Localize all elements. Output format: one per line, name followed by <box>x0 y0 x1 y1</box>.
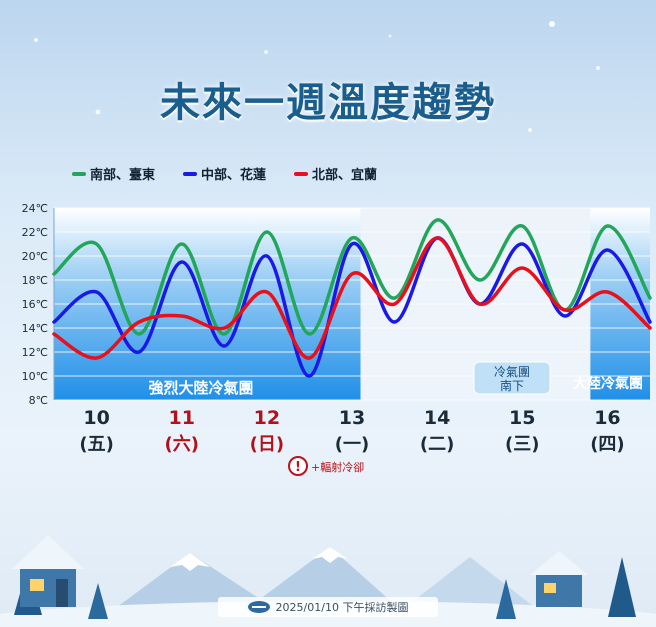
cold-surge-box <box>473 361 551 395</box>
house-icon <box>12 535 588 607</box>
x-tick-date-6: 16 <box>594 407 620 429</box>
x-tick-date-5: 15 <box>509 407 535 429</box>
y-tick-label-6: 20℃ <box>22 250 48 263</box>
legend-swatch-south <box>72 171 86 176</box>
y-tick-label-7: 22℃ <box>22 226 48 239</box>
y-tick-label-1: 10℃ <box>22 370 48 383</box>
legend-item-south: 南部、臺東 <box>72 164 155 183</box>
x-tick-weekday-6: (四) <box>590 434 624 455</box>
cold-surge-label-line2: 南下 <box>500 378 524 393</box>
x-tick-date-0: 10 <box>83 407 109 429</box>
y-tick-label-2: 12℃ <box>22 346 48 359</box>
x-tick-date-1: 11 <box>168 407 194 429</box>
warning-icon-glyph: ! <box>295 460 301 475</box>
chart-legend: 南部、臺東 中部、花蓮 北部、宜蘭 <box>72 164 377 183</box>
y-tick-label-3: 14℃ <box>22 322 48 335</box>
legend-label-south: 南部、臺東 <box>90 168 156 183</box>
radiative-cooling-label: +輻射冷卻 <box>311 460 364 474</box>
logo-icon <box>247 601 270 613</box>
legend-item-north: 北部、宜蘭 <box>294 164 377 183</box>
cold-label: 大陸冷氣團 <box>573 375 643 392</box>
y-tick-label-0: 8℃ <box>29 394 48 407</box>
x-tick-weekday-3: (一) <box>335 434 369 455</box>
footer-text: 2025/01/10 下午採訪製圖 <box>275 601 409 614</box>
series-line-1 <box>52 236 652 378</box>
strong-cold-label: 強烈大陸冷氣團 <box>148 379 253 397</box>
cold-surge-annotation: 冷氣團 南下 <box>473 361 551 395</box>
legend-label-north: 北部、宜蘭 <box>312 168 378 183</box>
legend-swatch-central <box>183 171 198 176</box>
page-title: 未來一週溫度趨勢 <box>160 80 496 126</box>
legend-item-central: 中部、花蓮 <box>183 164 266 183</box>
warning-icon <box>288 456 308 476</box>
y-tick-label-4: 16℃ <box>22 298 48 311</box>
radiative-cooling-note: ! +輻射冷卻 <box>288 456 364 476</box>
y-tick-label-5: 18℃ <box>22 274 48 287</box>
footer-credit: 2025/01/10 下午採訪製圖 <box>218 597 438 617</box>
series-line-2 <box>52 236 652 360</box>
x-tick-weekday-5: (三) <box>505 434 539 455</box>
legend-label-central: 中部、花蓮 <box>201 168 267 183</box>
x-tick-weekday-4: (二) <box>420 434 454 455</box>
temperature-chart: 8℃ 10℃ 12℃ 14℃ 16℃ 18℃ 20℃ 22℃ 24℃ 10 (五) 11 (六) 12 (… <box>22 202 652 476</box>
x-tick-weekday-2: (日) <box>250 434 284 455</box>
x-tick-date-3: 13 <box>339 407 365 429</box>
cold-surge-label-line1: 冷氣團 <box>494 365 530 379</box>
x-tick-weekday-1: (六) <box>164 433 198 455</box>
y-tick-label-8: 24℃ <box>22 202 48 215</box>
series-line-0 <box>52 218 652 336</box>
x-tick-date-4: 14 <box>424 407 450 429</box>
x-tick-weekday-0: (五) <box>79 434 113 455</box>
legend-swatch-north <box>294 171 309 176</box>
x-tick-date-2: 12 <box>254 407 280 429</box>
